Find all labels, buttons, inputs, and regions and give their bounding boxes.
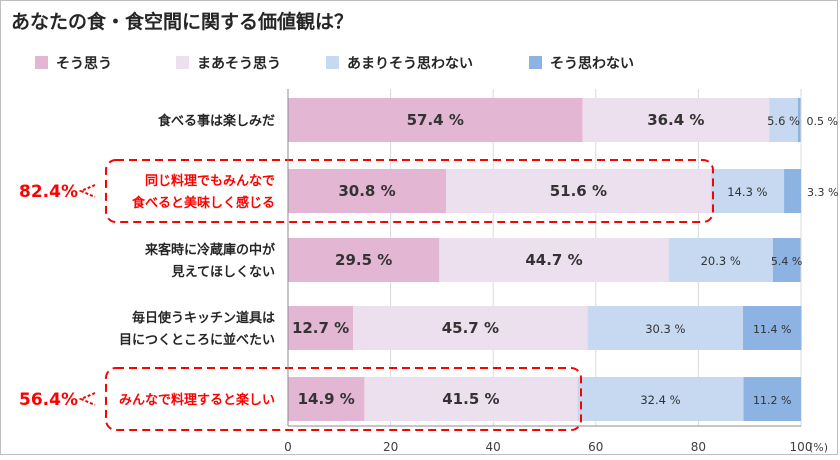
value-label: 0.5 %	[806, 115, 837, 128]
value-labels: 57.4 % 36.4 % 5.6 % 0.5 % 30.8 % 51.6 % 14.3 %…	[292, 111, 839, 408]
bar-segment	[446, 169, 711, 213]
value-label: 5.4 %	[771, 255, 802, 268]
x-tick-label: 20	[383, 440, 398, 454]
highlight-box	[105, 367, 582, 431]
highlight-pointer	[78, 392, 96, 406]
bar-segment	[582, 98, 770, 142]
bar-segment	[587, 306, 744, 350]
value-label: 30.3 %	[645, 322, 685, 336]
value-label: 20.3 %	[701, 254, 741, 268]
highlight-pointer	[78, 184, 96, 198]
legend-swatch	[35, 56, 48, 69]
value-label: 14.9 %	[298, 390, 355, 408]
bar-segment	[288, 377, 365, 421]
value-label: 32.4 %	[640, 393, 680, 407]
legend-swatch	[326, 56, 339, 69]
category-label: みんなで料理すると楽しい	[119, 392, 275, 408]
category-labels: 食べる事は楽しみだ同じ料理でもみんなで食べると美味しく感じる来客時に冷蔵庫の中が…	[119, 113, 275, 408]
bar-segment	[288, 169, 447, 213]
x-tick-label: 0	[284, 440, 292, 454]
bar-segment	[743, 377, 801, 421]
category-label: 見えてほしくない	[171, 265, 275, 280]
bar-segment	[772, 238, 801, 282]
value-label: 12.7 %	[292, 319, 349, 337]
bars	[288, 98, 802, 421]
value-label: 29.5 %	[335, 251, 392, 269]
bar-segment	[710, 169, 785, 213]
category-label: 目につくところに並べたい	[119, 332, 275, 348]
bar-segment	[288, 306, 354, 350]
bar-segment	[439, 238, 669, 282]
x-unit-label: (%)	[809, 441, 828, 454]
legend-swatch	[176, 56, 189, 69]
chart-title: あなたの食・食空間に関する価値観は？	[11, 10, 353, 33]
value-label: 14.3 %	[727, 185, 767, 199]
value-label: 57.4 %	[407, 111, 464, 129]
value-label: 11.4 %	[753, 323, 791, 336]
bar-segment	[784, 169, 801, 213]
x-tick-label: 60	[588, 440, 603, 454]
value-label: 5.6 %	[767, 114, 800, 128]
x-axis: 0 20 40 60 80 100(%)	[284, 89, 828, 454]
legend-label: そう思う	[56, 56, 112, 72]
highlights: 82.4% 56.4%	[19, 159, 714, 431]
bar-segment	[353, 306, 588, 350]
legend: そう思う まあそう思う あまりそう思わない そう思わない	[35, 56, 634, 72]
bar-segment	[668, 238, 773, 282]
legend-label: あまりそう思わない	[347, 56, 473, 72]
x-tick-label: 80	[691, 440, 706, 454]
value-label: 45.7 %	[442, 319, 499, 337]
category-label: 毎日使うキッチン道具は	[132, 310, 275, 326]
highlight-total-label: 56.4%	[19, 390, 78, 410]
bar-segment	[743, 306, 802, 350]
legend-swatch	[529, 56, 542, 69]
category-label: 食べる事は楽しみだ	[158, 113, 275, 129]
legend-label: そう思わない	[550, 56, 634, 72]
bar-segment	[769, 98, 798, 142]
bar-segment	[288, 238, 440, 282]
category-label: 食べると美味しく感じる	[132, 195, 275, 211]
bar-segment	[364, 377, 578, 421]
bar-segment	[797, 98, 801, 142]
category-label: 来客時に冷蔵庫の中が	[144, 242, 275, 258]
legend-label: まあそう思う	[197, 56, 281, 72]
x-tick-label: 40	[486, 440, 501, 454]
value-label: 11.2 %	[753, 394, 791, 407]
highlight-box	[105, 159, 714, 223]
category-label: 同じ料理でもみんなで	[145, 173, 275, 189]
bar-segment	[577, 377, 744, 421]
value-label: 41.5 %	[442, 390, 499, 408]
bar-segment	[288, 98, 583, 142]
highlight-total-label: 82.4%	[19, 182, 78, 202]
value-label: 30.8 %	[338, 182, 395, 200]
value-label: 44.7 %	[525, 251, 582, 269]
value-label: 36.4 %	[647, 111, 704, 129]
x-tick-label: 100	[790, 440, 813, 454]
value-label: 51.6 %	[550, 182, 607, 200]
value-label: 3.3 %	[807, 186, 838, 199]
